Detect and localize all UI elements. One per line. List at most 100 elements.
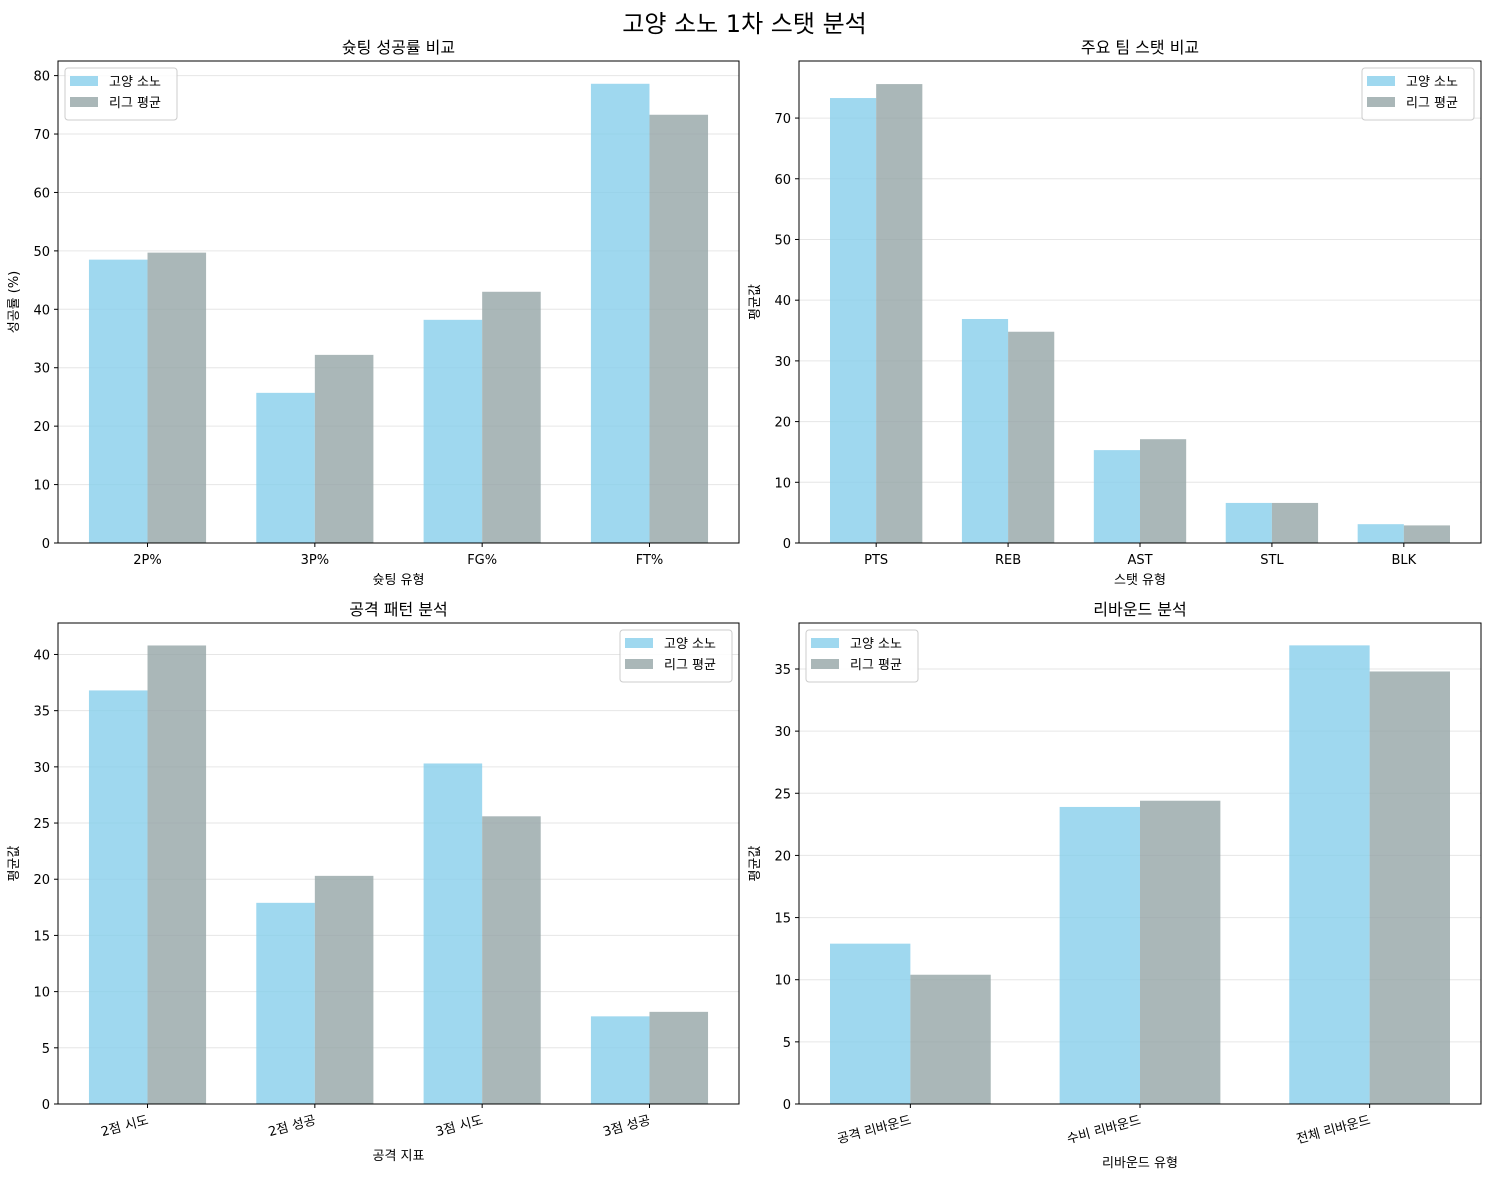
y-tick-label: 40 [33, 648, 50, 663]
legend-swatch-league [625, 659, 653, 669]
chart-title: 주요 팀 스탯 비교 [1081, 38, 1199, 57]
y-tick-label: 30 [33, 362, 50, 377]
bar-team-4 [1357, 524, 1404, 543]
bar-league-4 [1403, 525, 1450, 543]
bar-league-3 [649, 114, 709, 543]
x-tick-label: 3점 시도 [434, 1113, 485, 1140]
legend-label: 고양 소노 [109, 75, 161, 90]
x-tick-label: 3P% [301, 553, 329, 568]
y-tick-label: 10 [33, 479, 50, 494]
x-tick-label: 공격 리바운드 [836, 1113, 913, 1147]
legend-label: 리그 평균 [850, 658, 902, 673]
bar-team-1 [1059, 806, 1140, 1104]
legend-label: 고양 소노 [850, 637, 902, 652]
legend-label: 리그 평균 [664, 658, 716, 673]
y-tick-label: 70 [33, 128, 50, 143]
legend-swatch-team [1367, 76, 1395, 86]
bar-league-0 [910, 974, 991, 1104]
y-tick-label: 50 [774, 233, 791, 248]
axes-frame [57, 60, 740, 544]
y-tick-label: 5 [42, 1042, 50, 1057]
y-tick-label: 35 [774, 663, 791, 678]
legend-label: 리그 평균 [109, 96, 161, 111]
x-axis-label: 슛팅 유형 [373, 573, 425, 588]
x-axis-label: 리바운드 유형 [1102, 1156, 1178, 1171]
bar-team-2 [1289, 645, 1370, 1104]
bar-league-0 [876, 84, 923, 544]
y-tick-label: 25 [774, 787, 791, 802]
bar-league-3 [1271, 502, 1319, 543]
y-tick-label: 20 [33, 873, 50, 888]
x-tick-label: 3점 성공 [602, 1113, 653, 1140]
bar-team-3 [1225, 502, 1272, 543]
x-tick-label: AST [1127, 553, 1152, 568]
x-tick-label: FT% [636, 553, 664, 568]
y-tick-label: 40 [33, 303, 50, 318]
y-tick-label: 20 [774, 416, 791, 431]
y-tick-label: 0 [783, 1098, 791, 1113]
legend-swatch-team [625, 638, 653, 648]
bar-league-3 [649, 1011, 709, 1104]
chart-panel-3: 0 5 10 15 20 25 30 35 40 2점 시도 2점 성공 3점 시도 3점 성공 공격 패… [7, 600, 740, 1164]
x-tick-label: PTS [864, 553, 888, 568]
y-axis-label: 평균값 [748, 846, 763, 882]
y-tick-label: 15 [33, 929, 50, 944]
bar-league-2 [1140, 439, 1187, 543]
bar-league-1 [1140, 800, 1221, 1104]
bar-team-2 [423, 319, 483, 543]
y-tick-label: 60 [774, 173, 791, 188]
bar-league-2 [482, 291, 541, 543]
bar-league-2 [1369, 671, 1450, 1104]
y-tick-label: 70 [774, 112, 791, 127]
x-tick-label: 2점 성공 [267, 1113, 318, 1140]
x-tick-label: STL [1260, 553, 1284, 568]
chart-panel-2: 0 10 20 30 40 50 60 70 PTS REB AST STL BLK 주요 팀 스탯 비교… [748, 38, 1482, 588]
y-tick-label: 10 [774, 476, 791, 491]
y-tick-label: 10 [33, 986, 50, 1001]
legend-label: 고양 소노 [1406, 75, 1458, 90]
bar-team-3 [590, 83, 650, 543]
legend-swatch-team [70, 76, 98, 86]
y-tick-label: 30 [774, 725, 791, 740]
y-tick-label: 40 [774, 294, 791, 309]
y-tick-label: 35 [33, 705, 50, 720]
bar-team-0 [830, 98, 877, 544]
bar-team-2 [1093, 450, 1140, 543]
bar-team-1 [256, 392, 315, 543]
bar-team-1 [256, 902, 315, 1104]
y-tick-label: 80 [33, 70, 50, 85]
legend-swatch-league [70, 97, 98, 107]
chart-panel-1: 0 10 20 30 40 50 60 70 80 2P% 3P% FG% FT% 슛팅 성공률 비교슛팅… [7, 38, 740, 588]
y-tick-label: 0 [42, 537, 50, 552]
bar-team-3 [590, 1016, 650, 1104]
bar-team-0 [88, 259, 148, 543]
x-tick-label: FG% [467, 553, 497, 568]
bar-team-0 [830, 943, 911, 1104]
bar-league-2 [482, 816, 541, 1104]
bar-league-1 [1008, 331, 1055, 543]
x-tick-label: 수비 리바운드 [1065, 1113, 1142, 1147]
x-tick-label: BLK [1391, 553, 1416, 568]
y-tick-label: 0 [42, 1098, 50, 1113]
legend-swatch-team [811, 638, 839, 648]
bar-team-0 [88, 690, 148, 1104]
bar-league-1 [314, 875, 374, 1104]
bar-league-0 [147, 252, 207, 543]
bar-team-1 [961, 318, 1009, 543]
y-tick-label: 25 [33, 817, 50, 832]
legend-swatch-league [1367, 97, 1395, 107]
y-tick-label: 10 [774, 974, 791, 989]
legend-label: 리그 평균 [1406, 96, 1458, 111]
x-tick-label: 전체 리바운드 [1295, 1113, 1372, 1147]
bar-league-1 [314, 354, 374, 543]
y-tick-label: 15 [774, 912, 791, 927]
y-tick-label: 20 [33, 420, 50, 435]
y-tick-label: 5 [783, 1036, 791, 1051]
y-tick-label: 0 [783, 537, 791, 552]
legend-label: 고양 소노 [664, 637, 716, 652]
y-tick-label: 60 [33, 186, 50, 201]
